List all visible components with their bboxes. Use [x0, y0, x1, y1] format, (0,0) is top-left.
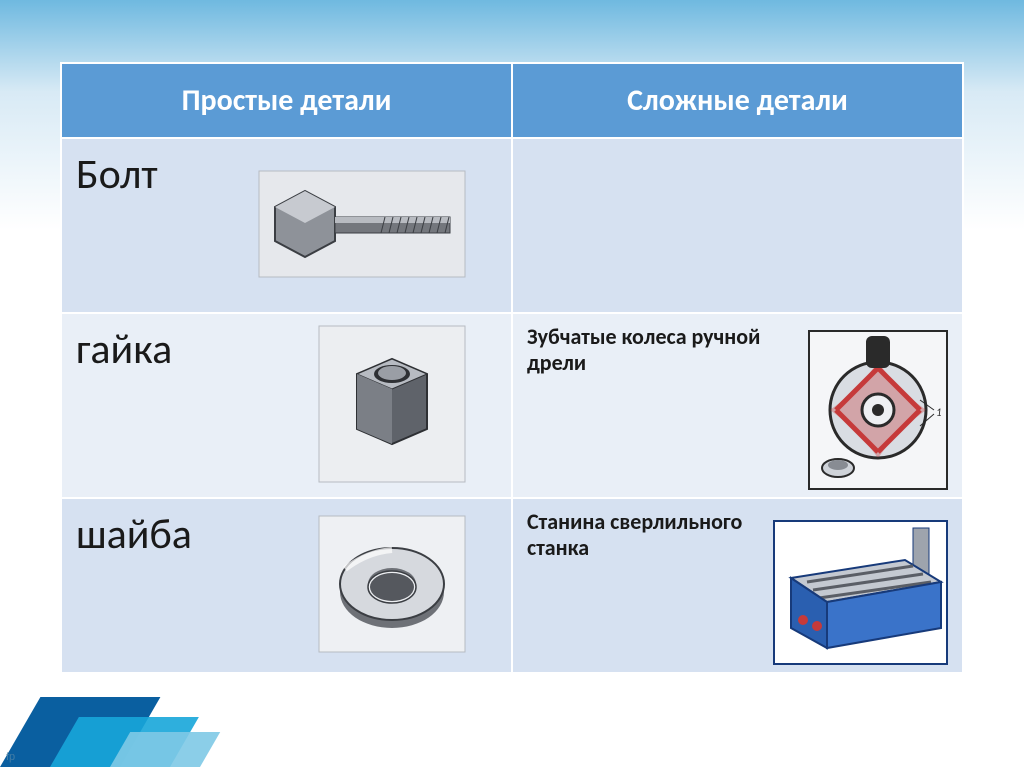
col-header-simple: Простые детали [61, 63, 512, 138]
gear-assembly-icon: 1 [808, 330, 948, 495]
nut-icon [317, 324, 467, 489]
label-gear: Зубчатые колеса ручной дрели [527, 324, 807, 377]
label-washer: шайба [76, 509, 192, 560]
bolt-icon [257, 169, 467, 284]
parts-table: Простые детали Сложные детали Болт [60, 62, 964, 674]
table-row: гайка [61, 313, 963, 498]
washer-icon [317, 514, 467, 659]
label-base: Станина сверлильного станка [527, 509, 773, 562]
table-row: шайба [61, 498, 963, 673]
svg-text:1: 1 [936, 406, 942, 419]
drill-press-base-icon [773, 520, 948, 670]
table-row: Болт [61, 138, 963, 313]
slide: Простые детали Сложные детали Болт [0, 0, 1024, 767]
watermark: fp [6, 751, 15, 763]
col-header-complex: Сложные детали [512, 63, 963, 138]
label-nut: гайка [76, 324, 172, 375]
label-bolt: Болт [76, 149, 158, 200]
slide-corner-decoration [0, 677, 200, 767]
